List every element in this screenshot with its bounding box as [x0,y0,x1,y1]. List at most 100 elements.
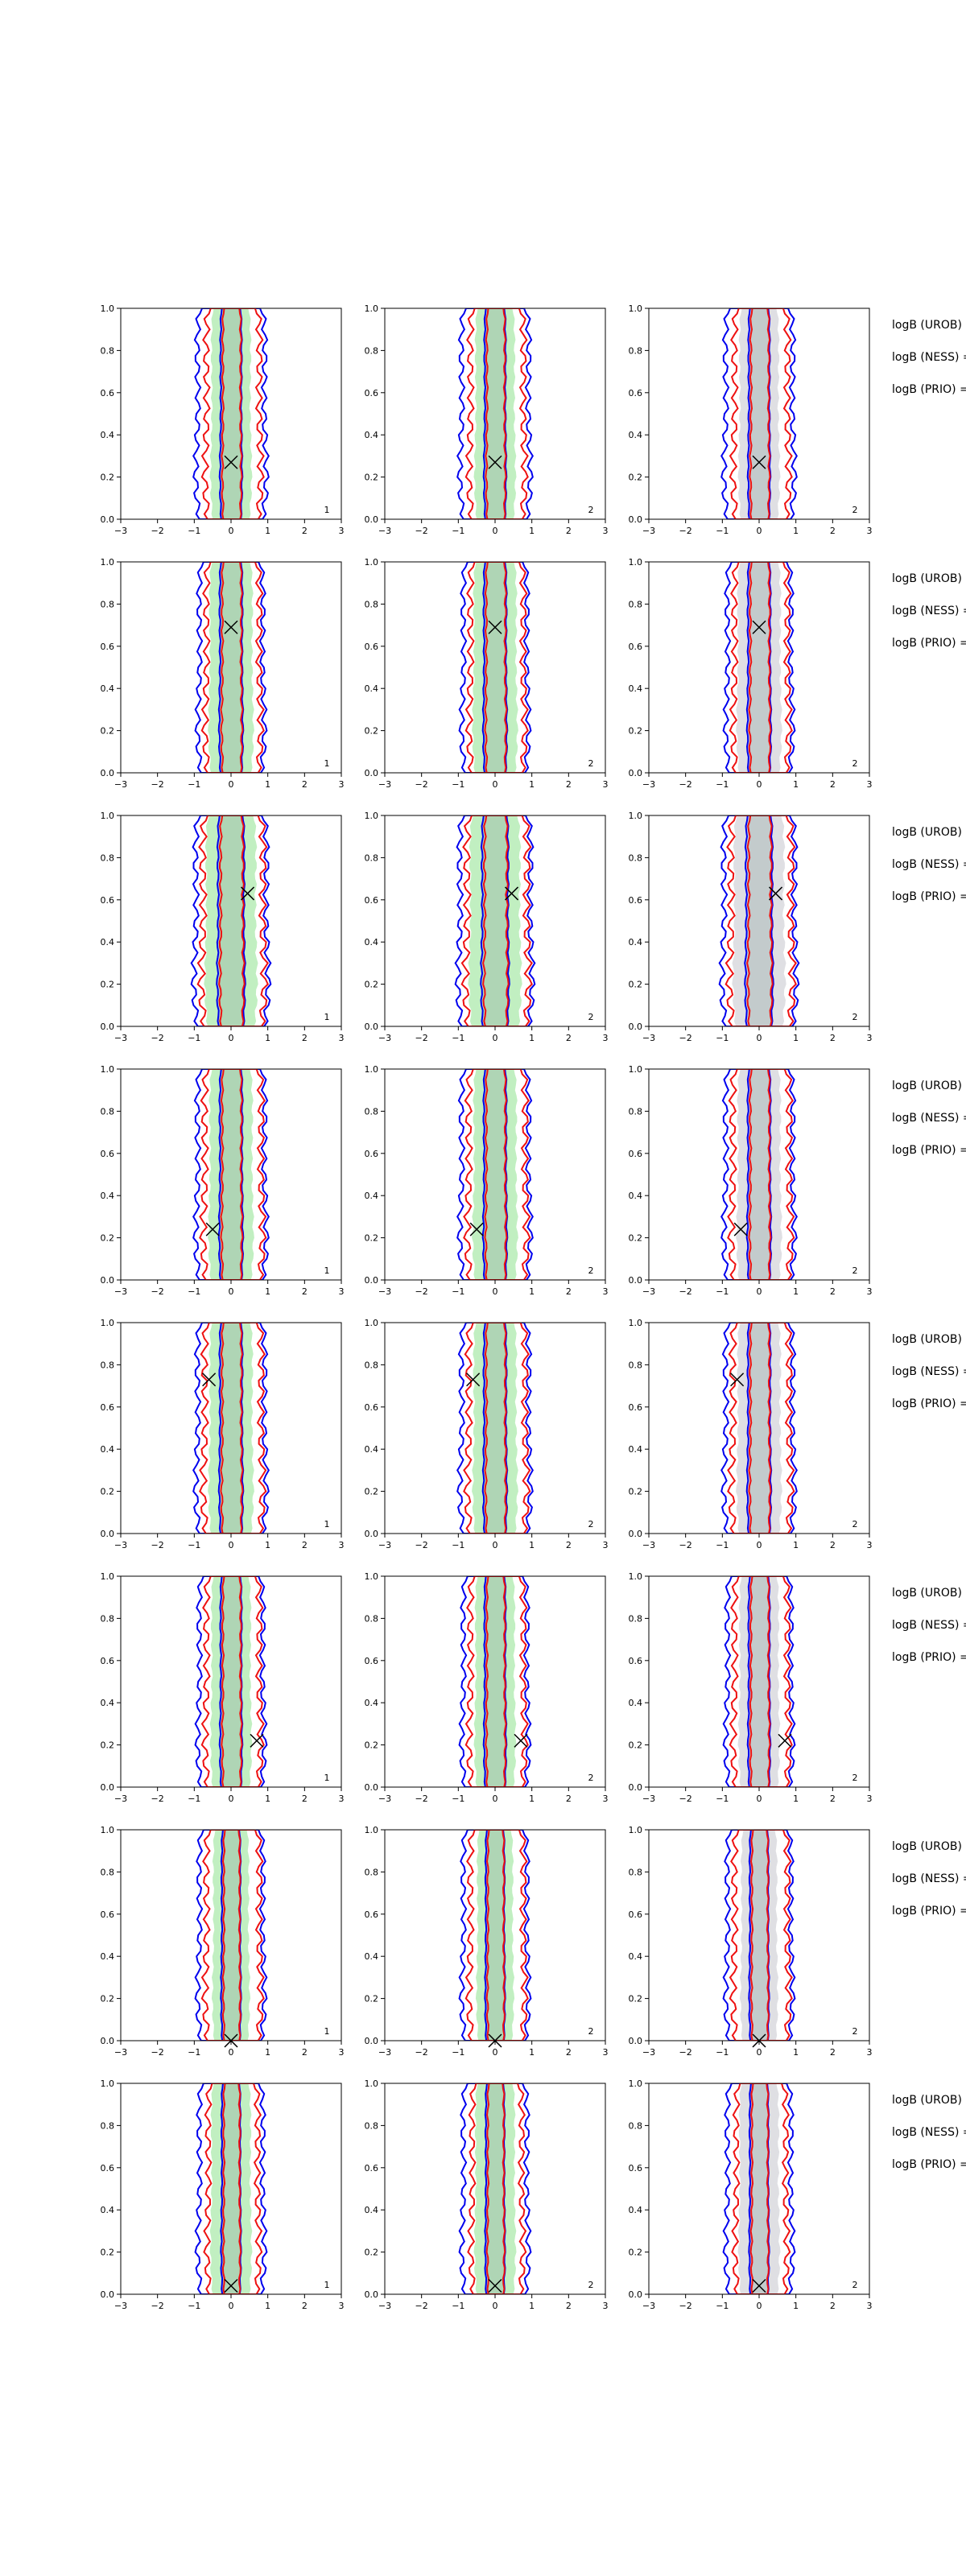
x-tick-label: 3 [339,1286,345,1297]
x-tick-label: 2 [302,2047,308,2058]
y-tick-label: 1.0 [365,811,379,821]
contour-red-outer [200,1576,265,1787]
y-tick-label: 0.2 [365,1233,379,1244]
contour-blue-inner [482,308,508,519]
x-tick-label: 1 [529,1540,535,1550]
contour-blue-inner [217,562,245,773]
contour-blue-inner [745,562,773,773]
y-tick-label: 1.0 [365,1064,379,1075]
x-tick-label: −2 [679,1794,692,1804]
y-tick-label: 0.6 [629,642,643,652]
contour-red-inner [485,2083,506,2294]
x-tick-label: 1 [265,779,270,790]
x-tick-label: −1 [452,779,464,790]
y-tick-label: 0.6 [101,1149,115,1159]
panel-r7-c3: −3 −2 −1 0 1 2 30.00.20.40.60.81.02 [629,1825,873,2058]
x-tick-label: −3 [114,1540,127,1550]
x-tick-label: −3 [114,2301,127,2311]
x-tick-label: −2 [415,1794,428,1804]
y-tick-label: 0.8 [101,1867,115,1877]
y-tick-label: 0.4 [365,1951,379,1962]
x-tick-label: 0 [493,1286,498,1297]
y-tick-label: 0.8 [101,1360,115,1370]
x-tick-label: −3 [114,1033,127,1043]
x-tick-label: −2 [679,526,692,536]
density-core [485,1830,505,2041]
y-tick-label: 0.2 [629,2248,643,2258]
y-tick-label: 0.8 [101,852,115,863]
contour-red-outer [203,2083,263,2294]
x-tick-label: 0 [757,2047,762,2058]
x-tick-label: 0 [229,1540,234,1550]
x-tick-label: 3 [867,1033,873,1043]
y-tick-label: 0.6 [629,1909,643,1920]
x-tick-label: 1 [265,526,270,536]
x-tick-label: 2 [566,526,572,536]
y-tick-label: 0.8 [101,1613,115,1624]
x-tick-label: 3 [867,526,873,536]
y-tick-label: 0.4 [365,2205,379,2215]
contour-blue-outer [194,562,268,773]
x-tick-label: 1 [265,1286,270,1297]
true-value-marker [752,2278,766,2293]
panel-number: 1 [324,1773,330,1783]
y-tick-label: 1.0 [101,1318,115,1328]
y-tick-label: 0.0 [101,1275,115,1286]
panel-r3-c2: −3 −2 −1 0 1 2 3 0.0 0.2 0.4 0.6 0.8 1.0 2 [365,811,609,1043]
y-tick-label: 0.6 [365,895,379,906]
panel-r5-c3: −3 −2 −1 0 1 2 30.00.20.40.60.81.02 [629,1318,873,1550]
density-fill [473,2083,517,2294]
density-core [219,1323,243,1534]
contour-red-inner [485,1576,507,1787]
panel-number: 1 [324,505,330,515]
y-tick-label: 0.8 [629,2120,643,2131]
y-tick-label: 0.8 [101,2120,115,2131]
true-value-marker [733,1222,748,1236]
x-tick-label: −1 [188,1033,200,1043]
contour-red-outer [729,562,793,773]
x-tick-label: −1 [188,1794,200,1804]
y-tick-label: 0.2 [101,1740,115,1751]
density-core [749,1830,769,2041]
row-label: logB (PRIO) = [892,890,966,903]
y-tick-label: 0.8 [365,599,379,609]
y-tick-label: 0.4 [629,2205,643,2215]
panel-r5-c1: −3 −2 −1 0 1 2 3 0.0 0.2 0.4 0.6 0.8 1.0 1 [101,1318,345,1550]
x-tick-label: −3 [378,526,391,536]
row-label: logB (UROB) = [892,826,966,839]
x-tick-label: −3 [642,2301,655,2311]
contour-red-outer [724,815,798,1026]
panel-number: 1 [324,2026,330,2037]
y-tick-label: 1.0 [365,557,379,568]
x-tick-label: −1 [188,2047,200,2058]
x-tick-label: 3 [867,2047,873,2058]
contour-blue-outer [194,2083,268,2294]
y-tick-label: 1.0 [629,1571,643,1582]
panel-number: 2 [588,1519,594,1530]
x-tick-label: 0 [493,2047,498,2058]
row-label: logB (NESS) = [892,351,966,364]
panel-number: 2 [852,1012,858,1022]
x-tick-label: −2 [415,1286,428,1297]
x-tick-label: 2 [566,779,572,790]
contour-red-inner [748,1069,772,1280]
y-tick-label: 0.6 [101,2163,115,2174]
x-tick-label: 0 [229,1794,234,1804]
x-tick-label: 0 [757,1794,762,1804]
density-core [483,1323,507,1534]
y-tick-label: 0.4 [101,1444,115,1455]
x-tick-label: 3 [603,1540,609,1550]
x-tick-label: 1 [793,779,799,790]
y-tick-label: 0.0 [101,514,115,525]
density-core [219,562,243,773]
panel-r4-c2: −3 −2 −1 0 1 2 30.00.20.40.60.81.02 [365,1064,609,1297]
y-tick-label: 1.0 [101,811,115,821]
y-tick-label: 0.4 [629,1698,643,1708]
y-tick-label: 0.2 [365,726,379,737]
y-tick-label: 0.4 [101,683,115,694]
x-tick-label: −2 [151,779,164,790]
y-tick-label: 0.2 [629,980,643,990]
y-tick-label: 0.0 [101,768,115,778]
panel-number: 2 [588,2280,594,2290]
y-tick-label: 0.2 [365,1740,379,1751]
